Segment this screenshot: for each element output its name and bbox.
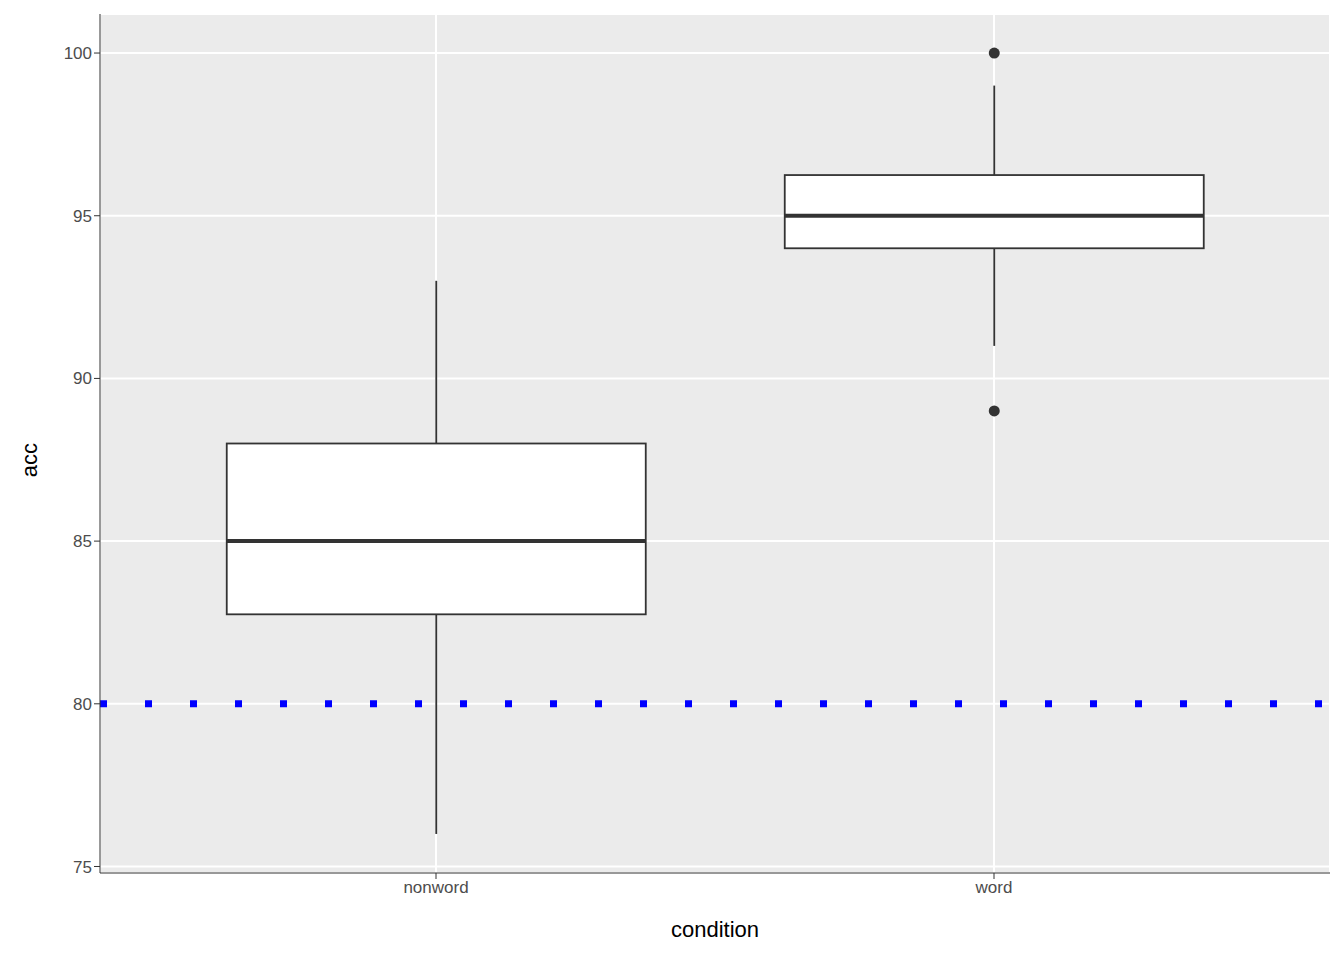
- svg-text:75: 75: [73, 858, 92, 877]
- html-text:acc: acc: [17, 442, 42, 478]
- svg-text:100: 100: [64, 44, 92, 63]
- svg-text:nonword: nonword: [403, 878, 468, 897]
- svg-text:word: word: [975, 878, 1013, 897]
- html-text:condition: condition: [671, 917, 759, 942]
- svg-text:80: 80: [73, 695, 92, 714]
- svg-text:85: 85: [73, 532, 92, 551]
- svg-text:90: 90: [73, 369, 92, 388]
- svg-text:95: 95: [73, 207, 92, 226]
